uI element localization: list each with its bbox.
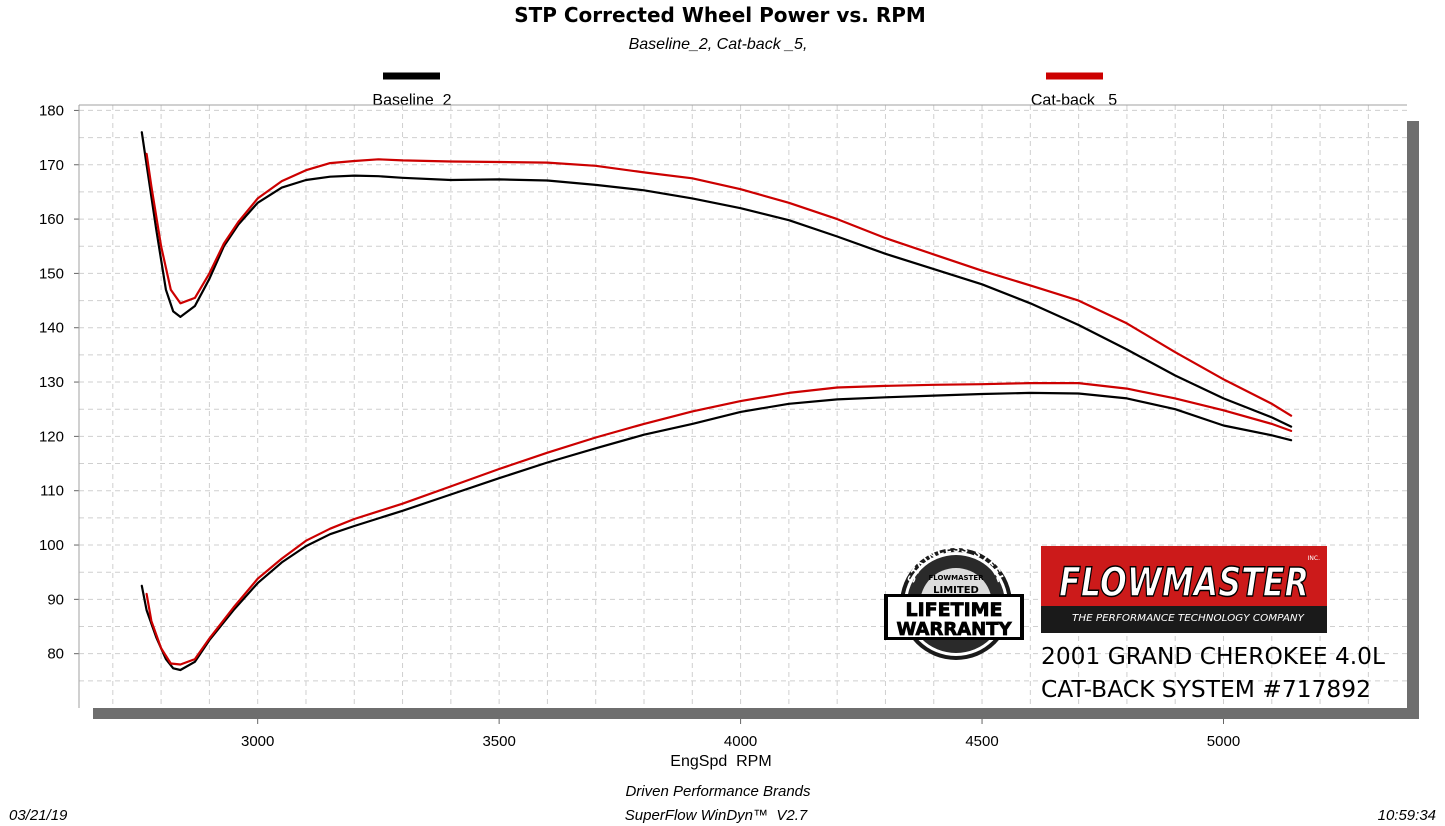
warranty-badge: STAINLESS STEEL FLOWMASTER LIMITED LIFET… xyxy=(884,544,1024,660)
grid xyxy=(79,105,1407,708)
y-tick-label: 140 xyxy=(39,320,64,337)
badge-warranty: WARRANTY xyxy=(896,619,1012,640)
x-tick-label: 3000 xyxy=(241,733,274,750)
x-axis-label: EngSpd RPM xyxy=(670,753,771,770)
footer-time: 10:59:34 xyxy=(1378,807,1436,824)
badge-lifetime: LIFETIME xyxy=(905,599,1002,621)
series-lines xyxy=(140,131,1293,672)
chart-subtitle: Baseline_2, Cat-back _5, xyxy=(629,36,808,53)
axis-ticks: 3000 3500 4000 4500 5000 180 170 160 150 140 130 12… xyxy=(39,102,1240,750)
plot-shadow-right xyxy=(1407,121,1419,718)
y-tick-label: 170 xyxy=(39,157,64,174)
badge-small-brand: FLOWMASTER xyxy=(928,574,984,582)
footer-software: SuperFlow WinDyn™ V2.7 xyxy=(625,807,808,824)
x-tick-label: 5000 xyxy=(1207,733,1240,750)
y-tick-label: 130 xyxy=(39,374,64,391)
logo-inc: INC. xyxy=(1308,555,1320,562)
chart-title: STP Corrected Wheel Power vs. RPM xyxy=(514,3,926,27)
plot-shadow-bottom xyxy=(93,708,1419,719)
y-tick-label: 150 xyxy=(39,265,64,282)
y-tick-label: 110 xyxy=(40,483,64,500)
y-tick-label: 180 xyxy=(39,102,64,119)
footer-company: Driven Performance Brands xyxy=(625,783,811,800)
series-line-cat-back-5-lower xyxy=(145,382,1293,666)
x-tick-label: 4000 xyxy=(724,733,757,750)
vehicle-label: 2001 GRAND CHEROKEE 4.0L xyxy=(1041,644,1385,670)
y-tick-label: 120 xyxy=(39,428,64,445)
flowmaster-logo: FLOWMASTER INC. THE PERFORMANCE TECHNOLO… xyxy=(1041,546,1327,633)
footer-date: 03/21/19 xyxy=(9,807,68,824)
logo-tagline: THE PERFORMANCE TECHNOLOGY COMPANY xyxy=(1072,613,1305,624)
y-tick-label: 100 xyxy=(39,537,64,554)
x-tick-label: 4500 xyxy=(965,733,998,750)
y-tick-label: 80 xyxy=(47,646,64,663)
badge-limited: LIMITED xyxy=(933,585,979,596)
logo-wordmark: FLOWMASTER xyxy=(1059,560,1309,606)
series-line-baseline-2-upper xyxy=(140,131,1293,428)
y-tick-label: 90 xyxy=(47,591,64,608)
series-line-baseline-2-lower xyxy=(140,391,1293,672)
x-tick-label: 3500 xyxy=(482,733,515,750)
series-line-cat-back-5-upper xyxy=(145,152,1293,417)
y-tick-label: 160 xyxy=(39,211,64,228)
legend: Baseline_2 Cat-back _5 xyxy=(372,72,1117,109)
system-label: CAT-BACK SYSTEM #717892 xyxy=(1041,677,1371,703)
